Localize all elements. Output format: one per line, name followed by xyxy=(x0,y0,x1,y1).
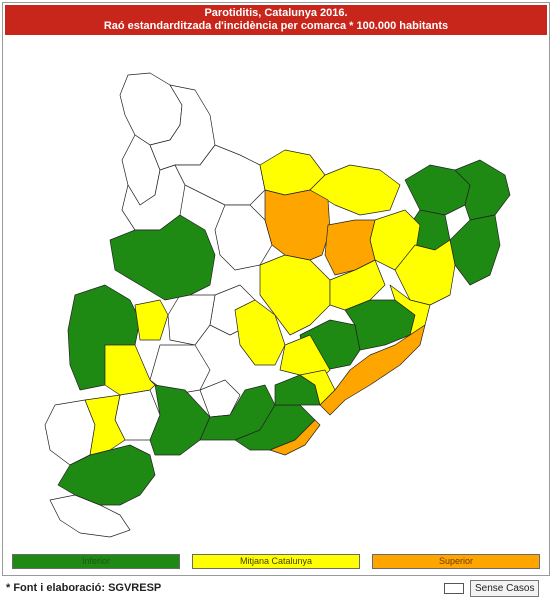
comarca-conca-de-barbera[interactable] xyxy=(199,379,241,418)
legend-mitjana: Mitjana Catalunya xyxy=(192,554,360,569)
comarca-baix-llobregat-orange[interactable] xyxy=(269,419,321,456)
map-subtitle: Raó estandarditzada d'incidència per com… xyxy=(103,20,449,32)
legend-inferior: Inferior xyxy=(12,554,180,569)
legend-superior-label: Superior xyxy=(438,556,474,566)
comarca-solsones[interactable] xyxy=(214,204,273,271)
comarca-priorat[interactable] xyxy=(84,394,126,456)
legend-superior: Superior xyxy=(372,554,540,569)
comarca-urgell[interactable] xyxy=(167,294,216,346)
comarca-noguera[interactable] xyxy=(109,214,216,301)
comarca-pla-d-urgell[interactable] xyxy=(134,299,169,341)
comarca-selva[interactable] xyxy=(394,239,456,306)
comarca-baix-camp[interactable] xyxy=(149,384,211,456)
comarca-barcelones[interactable] xyxy=(319,324,426,416)
map-legend: Inferior Mitjana Catalunya Superior xyxy=(12,554,542,570)
comarca-baix-emporda[interactable] xyxy=(449,214,501,286)
source-note: * Font i elaboració: SGVRESP xyxy=(6,582,162,594)
comarca-garrigues-yellow[interactable] xyxy=(104,344,156,396)
map-title: Parotiditis, Catalunya 2016. xyxy=(204,7,348,19)
comarca-terra-alta[interactable] xyxy=(44,399,96,466)
comarca-bergueda[interactable] xyxy=(264,189,331,261)
comarca-osona-orange[interactable] xyxy=(324,219,376,276)
legend-mitjana-label: Mitjana Catalunya xyxy=(239,556,313,566)
map-svg xyxy=(44,72,511,538)
catalonia-choropleth-map xyxy=(10,45,540,540)
sense-casos-swatch xyxy=(444,583,464,594)
comarca-anoia[interactable] xyxy=(234,299,286,366)
sense-casos-button[interactable]: Sense Casos xyxy=(470,580,540,597)
legend-sense-casos[interactable]: Sense Casos xyxy=(444,580,544,598)
legend-inferior-label: Inferior xyxy=(81,556,110,566)
comarca-val-d-aran[interactable] xyxy=(119,72,183,146)
map-title-bar: Parotiditis, Catalunya 2016. Raó estanda… xyxy=(5,5,547,35)
